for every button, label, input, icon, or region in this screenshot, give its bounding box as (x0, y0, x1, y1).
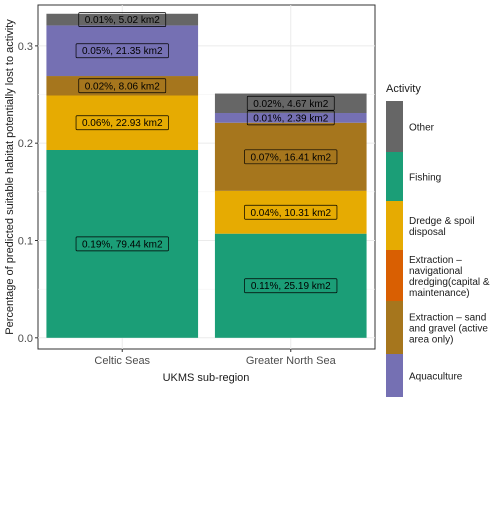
segment-label-box (78, 12, 167, 27)
x-tick-label: Celtic Seas (94, 355, 150, 367)
segment-label-box (78, 78, 167, 94)
y-tick-label: 0.1 (18, 235, 33, 247)
bars-layer (46, 13, 367, 338)
y-tick-label: 0.2 (18, 138, 33, 150)
legend-label-line: and gravel (active (409, 324, 488, 335)
legend-key (386, 354, 403, 397)
legend-key (386, 101, 403, 152)
bar-segment (46, 95, 199, 150)
legend-key (386, 201, 403, 250)
bar-segment (214, 122, 367, 191)
legend-label-line: area only) (409, 335, 453, 346)
legend-label-line: Aquaculture (409, 372, 463, 383)
y-tick-label: 0.0 (18, 333, 33, 345)
segment-label: 0.02%, 4.67 km2 (253, 99, 328, 110)
bar-segment (46, 149, 199, 338)
legend-label-line: Dredge & spoil (409, 216, 475, 227)
legend-key (386, 250, 403, 301)
segment-label-box (246, 110, 335, 126)
axis-layer: 0.0 0.1 0.2 0.3 Celtic Seas Greater North Sea (18, 41, 337, 367)
legend-label: Extraction – sand and gravel (active area … (409, 313, 488, 346)
segment-label: 0.11%, 25.19 km2 (251, 281, 331, 292)
segment-label-box (75, 115, 169, 131)
legend-label: Other (409, 123, 435, 134)
segment-label-box (75, 43, 169, 59)
legend-label-line: Other (409, 123, 435, 134)
segment-label-box (244, 204, 338, 220)
segment-label: 0.05%, 21.35 km2 (82, 46, 163, 57)
segment-label: 0.02%, 8.06 km2 (85, 81, 160, 92)
x-axis-title: UKMS sub-region (163, 372, 250, 384)
segment-labels-layer: 0.19%, 79.44 km2 0.06%, 22.93 km2 0.02%, 8… (75, 12, 338, 294)
bar-segment (214, 93, 367, 114)
bar-segment (46, 76, 199, 96)
y-axis-title: Percentage of predicted suitable habitat… (4, 19, 16, 335)
segment-label: 0.07%, 16.41 km2 (250, 152, 331, 163)
bar-segment (214, 190, 367, 234)
legend-label-line: Extraction – (409, 255, 462, 266)
legend-label-line: Fishing (409, 173, 441, 184)
legend-title: Activity (386, 83, 421, 95)
bar-segment (214, 113, 367, 123)
segment-label-box (246, 95, 335, 111)
legend-label: Aquaculture (409, 372, 463, 383)
bar-segment (46, 13, 199, 26)
legend-label: Fishing (409, 173, 441, 184)
legend-label-line: Extraction – sand (409, 313, 486, 324)
segment-label: 0.01%, 2.39 km2 (253, 113, 328, 124)
segment-label: 0.01%, 5.02 km2 (85, 15, 160, 26)
legend-label-line: navigational (409, 266, 462, 277)
legend: Activity Other Fishing Dredge & spoil dispo… (386, 83, 490, 397)
segment-label-box (244, 278, 338, 294)
x-tick-label: Greater North Sea (246, 355, 337, 367)
segment-label: 0.19%, 79.44 km2 (82, 239, 163, 250)
legend-label: Dredge & spoil disposal (409, 216, 475, 238)
legend-key (386, 152, 403, 201)
segment-label-box (244, 149, 338, 165)
legend-label: Extraction – navigational dredging(capital… (409, 255, 490, 299)
bar-segment (214, 233, 367, 338)
segment-label: 0.04%, 10.31 km2 (250, 208, 331, 219)
legend-label-line: dredging(capital & (409, 277, 490, 288)
legend-key (386, 301, 403, 354)
legend-label-line: disposal (409, 227, 446, 238)
segment-label: 0.06%, 22.93 km2 (82, 118, 163, 129)
legend-label-line: maintenance) (409, 288, 470, 299)
y-tick-label: 0.3 (18, 41, 33, 53)
segment-label-box (75, 236, 169, 252)
bar-segment (46, 25, 199, 77)
